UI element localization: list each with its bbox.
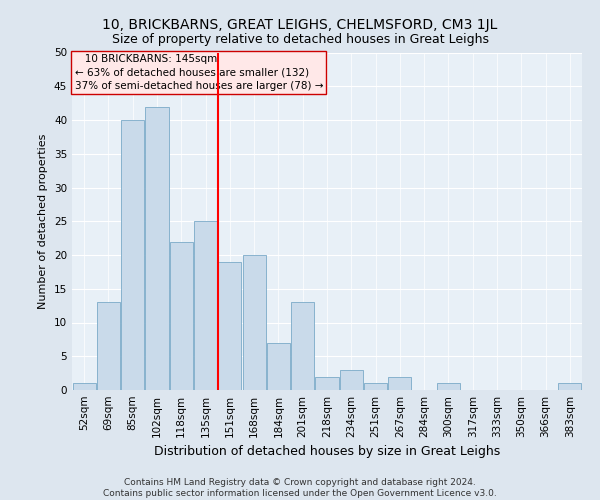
Bar — [559, 383, 581, 390]
Bar — [388, 376, 412, 390]
Text: Size of property relative to detached houses in Great Leighs: Size of property relative to detached ho… — [112, 32, 488, 46]
Text: 10 BRICKBARNS: 145sqm
← 63% of detached houses are smaller (132)
37% of semi-det: 10 BRICKBARNS: 145sqm ← 63% of detached … — [74, 54, 323, 90]
Bar — [291, 302, 314, 390]
Text: Contains HM Land Registry data © Crown copyright and database right 2024.
Contai: Contains HM Land Registry data © Crown c… — [103, 478, 497, 498]
Bar — [316, 376, 338, 390]
Bar — [364, 383, 387, 390]
Bar — [340, 370, 363, 390]
Bar — [73, 383, 95, 390]
Bar — [267, 343, 290, 390]
Text: 10, BRICKBARNS, GREAT LEIGHS, CHELMSFORD, CM3 1JL: 10, BRICKBARNS, GREAT LEIGHS, CHELMSFORD… — [103, 18, 497, 32]
X-axis label: Distribution of detached houses by size in Great Leighs: Distribution of detached houses by size … — [154, 446, 500, 458]
Bar — [97, 302, 120, 390]
Y-axis label: Number of detached properties: Number of detached properties — [38, 134, 49, 309]
Bar — [218, 262, 241, 390]
Bar — [437, 383, 460, 390]
Bar — [170, 242, 193, 390]
Bar — [121, 120, 144, 390]
Bar — [242, 255, 266, 390]
Bar — [194, 221, 217, 390]
Bar — [145, 106, 169, 390]
